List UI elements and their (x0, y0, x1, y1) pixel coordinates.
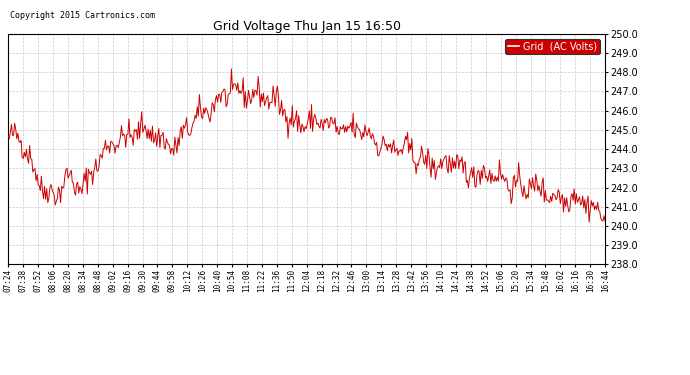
Text: Copyright 2015 Cartronics.com: Copyright 2015 Cartronics.com (10, 11, 155, 20)
Legend: Grid  (AC Volts): Grid (AC Volts) (505, 39, 600, 54)
Title: Grid Voltage Thu Jan 15 16:50: Grid Voltage Thu Jan 15 16:50 (213, 20, 401, 33)
